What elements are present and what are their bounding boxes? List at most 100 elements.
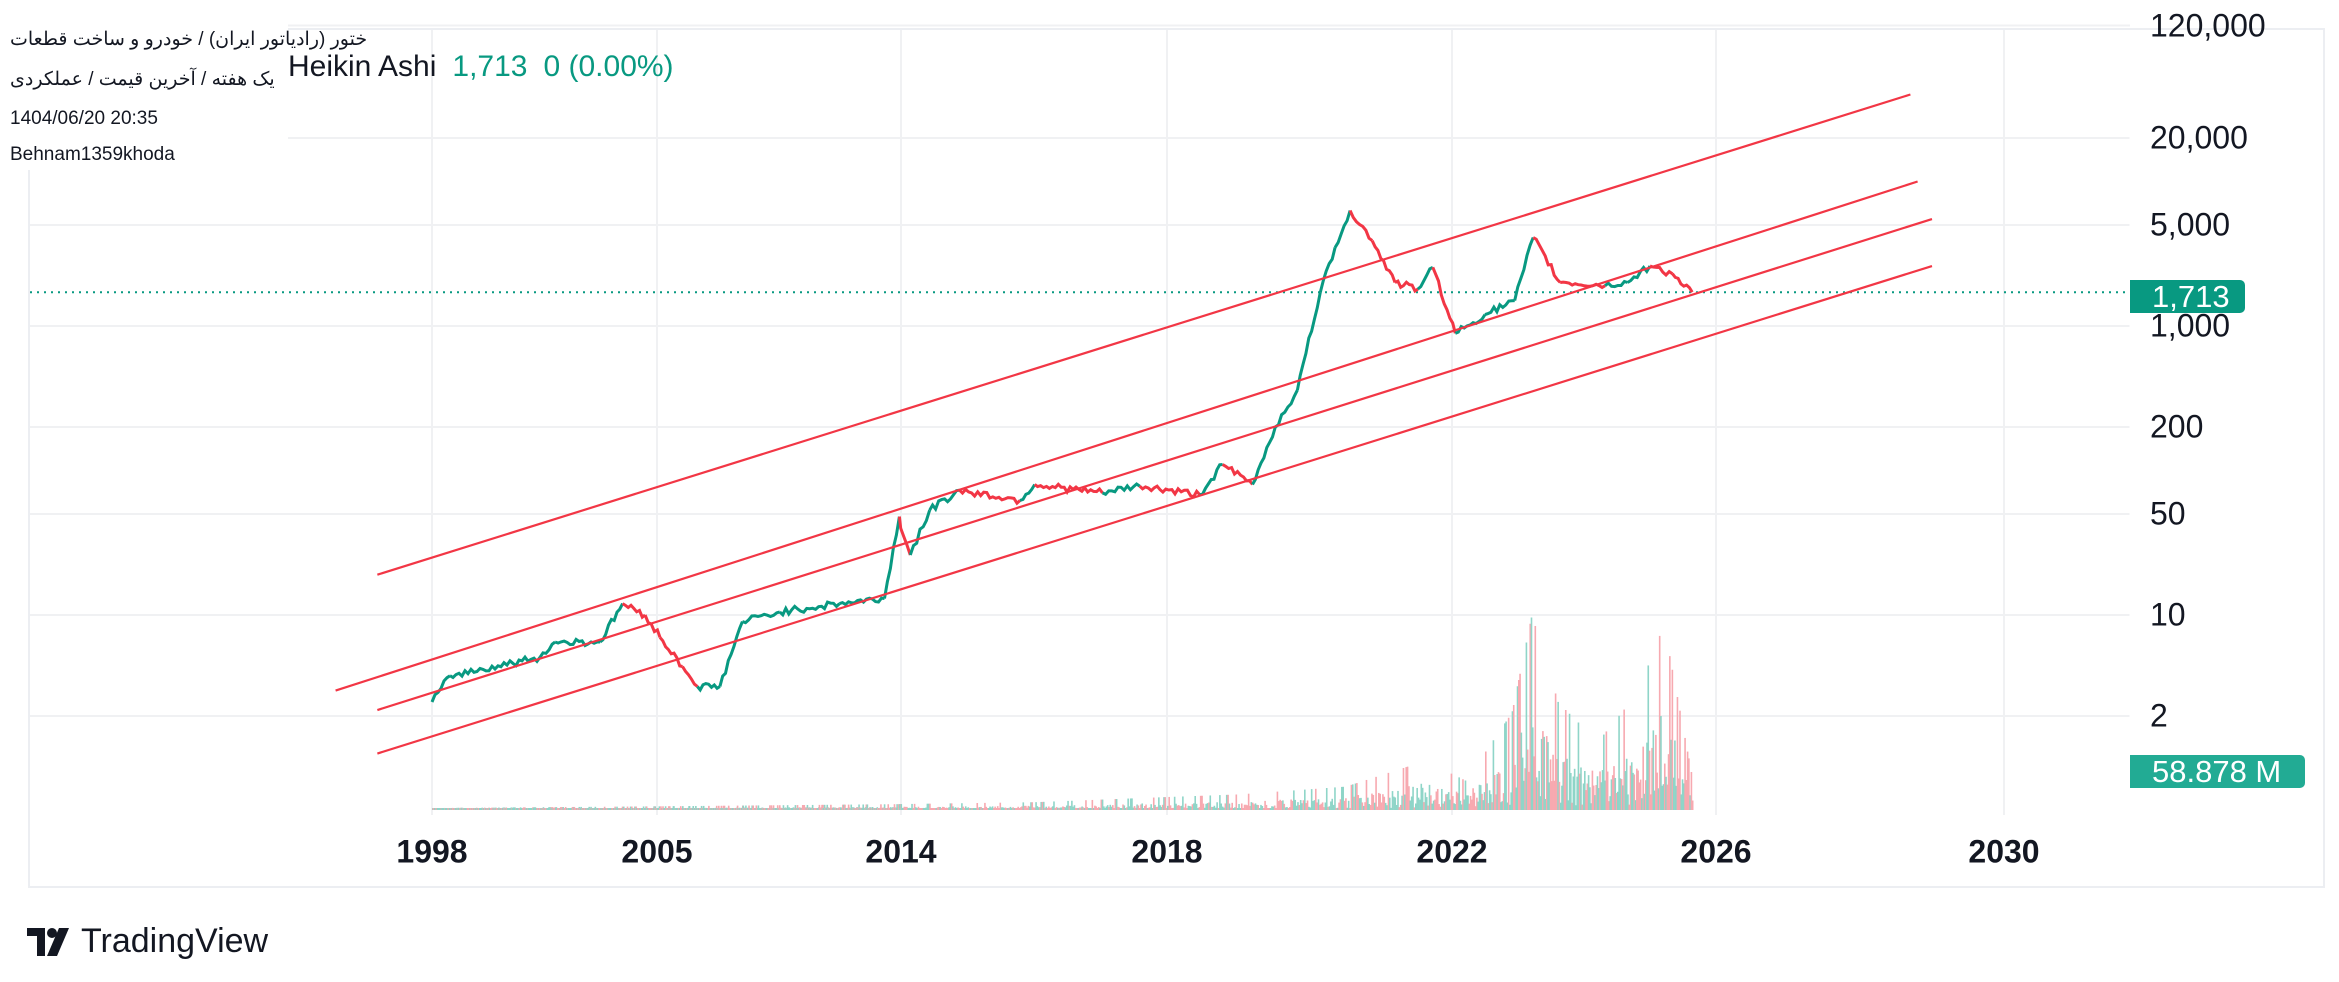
volume-bar <box>941 806 944 810</box>
volume-bar <box>700 805 703 810</box>
volume-bar <box>1108 807 1110 810</box>
volume-bar <box>1417 797 1420 810</box>
volume-bar <box>1623 709 1625 810</box>
volume-bar <box>1535 777 1538 810</box>
volume-bar <box>1138 808 1141 810</box>
volume-bar <box>1365 779 1368 810</box>
volume-bar <box>986 808 989 810</box>
volume-bar <box>1172 807 1175 810</box>
volume-bar <box>1265 804 1268 810</box>
volume-bar <box>1046 808 1049 810</box>
volume-bar <box>1551 781 1553 810</box>
volume-bar <box>715 805 718 810</box>
volume-bar <box>1655 734 1657 810</box>
volume-bar <box>916 808 918 810</box>
volume-bar <box>1488 790 1491 810</box>
volume-bar <box>1642 746 1644 810</box>
volume-bar <box>1164 797 1167 810</box>
volume-bar <box>1413 807 1416 810</box>
volume-bar <box>751 805 753 810</box>
volume-bar <box>1619 778 1622 810</box>
volume-bar <box>1328 806 1331 810</box>
volume-bar <box>1592 785 1595 810</box>
volume-bar <box>1561 785 1563 810</box>
volume-bar <box>1085 800 1087 810</box>
volume-bar <box>925 807 927 810</box>
volume-bar <box>1076 808 1078 810</box>
volume-bar <box>1680 794 1683 810</box>
volume-bar <box>1398 807 1401 810</box>
volume-bar <box>980 806 982 810</box>
x-tick-label: 2026 <box>1680 833 1752 870</box>
volume-bar <box>1145 804 1147 810</box>
volume-bar <box>1672 777 1675 810</box>
volume-bar <box>1369 804 1372 810</box>
volume-bar <box>1065 805 1068 810</box>
volume-bar <box>1608 801 1610 810</box>
x-tick-label: 2014 <box>865 833 937 870</box>
volume-bar <box>1251 802 1254 810</box>
volume-bar <box>1135 807 1137 810</box>
volume-bar <box>1656 772 1658 810</box>
volume-bar <box>1380 802 1383 810</box>
volume-bar <box>907 808 909 810</box>
volume-bar <box>1267 808 1269 810</box>
volume-bar <box>1562 762 1565 810</box>
volume-bar <box>1249 805 1251 810</box>
y-tick-label: 10 <box>2150 596 2186 633</box>
volume-bar <box>959 808 962 810</box>
volume-bar <box>1467 795 1469 810</box>
volume-bar <box>708 805 710 810</box>
volume-bar <box>1286 807 1288 810</box>
volume-bar <box>1545 736 1548 810</box>
volume-bar <box>1094 805 1096 810</box>
tradingview-logo[interactable]: TradingView <box>27 922 268 961</box>
y-tick-label: 50 <box>2150 495 2186 532</box>
volume-bar <box>1531 727 1534 810</box>
volume-bar <box>1346 807 1349 810</box>
volume-bar <box>1453 803 1455 810</box>
volume-bar <box>1573 768 1576 810</box>
volume-bar <box>1054 808 1057 810</box>
price-segment <box>658 636 683 668</box>
volume-bar <box>1105 806 1108 810</box>
volume-bar <box>1277 801 1280 810</box>
volume-bar <box>991 806 994 810</box>
volume-bar <box>1044 807 1046 810</box>
volume-bar <box>1571 802 1573 810</box>
volume-bar <box>1688 758 1690 810</box>
volume-bar <box>1486 783 1488 810</box>
volume-bar <box>995 808 998 810</box>
volume-bar <box>1083 808 1086 810</box>
x-tick-label: 2018 <box>1131 833 1203 870</box>
volume-bar <box>1106 805 1109 810</box>
volume-bar <box>794 805 797 810</box>
volume-bar <box>927 803 930 810</box>
volume-bar <box>1446 793 1449 810</box>
volume-bar <box>1618 715 1620 810</box>
volume-bar <box>830 804 832 810</box>
volume-bar <box>1610 779 1613 810</box>
volume-bar <box>990 807 993 810</box>
volume-bar <box>1179 806 1181 810</box>
volume-bar <box>977 807 980 810</box>
volume-bar <box>963 808 966 810</box>
volume-bar <box>1521 757 1524 810</box>
volume-bar <box>1412 786 1414 810</box>
volume-bar <box>1036 806 1039 810</box>
volume-bar <box>1100 799 1103 810</box>
volume-bar <box>1245 804 1247 810</box>
volume-bar <box>1294 799 1297 810</box>
volume-bar <box>727 805 730 810</box>
volume-bar <box>1353 796 1355 810</box>
volume-bar <box>930 808 933 810</box>
volume-bar <box>1213 805 1216 810</box>
volume-bar <box>1034 807 1036 810</box>
volume-bar <box>1236 808 1239 810</box>
volume-bar <box>1330 801 1332 810</box>
volume-bar <box>968 808 971 810</box>
volume-bar <box>1511 711 1514 810</box>
chart-panel[interactable] <box>28 28 2325 888</box>
price-segment <box>1394 279 1419 294</box>
